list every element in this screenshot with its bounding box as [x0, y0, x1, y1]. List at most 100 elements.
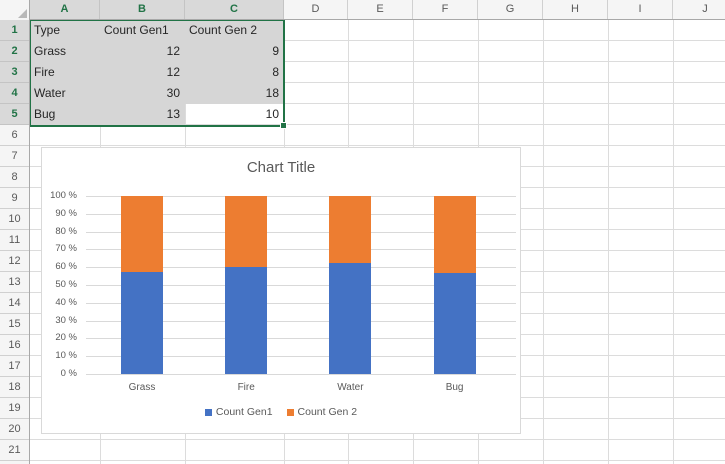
- bar-fire[interactable]: [225, 196, 268, 374]
- row-header-13[interactable]: 13: [0, 272, 29, 293]
- row-header-2[interactable]: 2: [0, 41, 29, 62]
- chart-gridline: [86, 320, 516, 322]
- x-axis-label-bug: Bug: [445, 382, 464, 393]
- row-header-17[interactable]: 17: [0, 356, 29, 377]
- chart-title[interactable]: Chart Title: [246, 159, 316, 176]
- x-axis-label-grass: Grass: [128, 382, 156, 393]
- y-tick-label: 30 %: [55, 314, 77, 326]
- selection-highlight: [30, 20, 284, 104]
- chart-legend: Count Gen1 Count Gen 2: [42, 406, 520, 418]
- legend-swatch-series1: [204, 408, 212, 416]
- y-tick-label: 20 %: [55, 332, 77, 344]
- bar-segment-water-series2[interactable]: [329, 196, 372, 263]
- column-header-g[interactable]: G: [478, 0, 543, 19]
- gridline-horizontal: [30, 40, 725, 41]
- cell-B4[interactable]: 30: [166, 86, 180, 100]
- bar-water[interactable]: [329, 196, 372, 374]
- chart-gridline: [86, 196, 516, 197]
- cell-A2[interactable]: Grass: [34, 44, 67, 58]
- cell-C3[interactable]: 8: [272, 65, 279, 79]
- chart-plot-area: [86, 196, 516, 375]
- y-tick-label: 0 %: [60, 368, 77, 379]
- legend-item-series2[interactable]: Count Gen 2: [286, 406, 357, 418]
- row-header-10[interactable]: 10: [0, 209, 29, 230]
- cell-C2[interactable]: 9: [272, 44, 279, 58]
- cell-B3[interactable]: 12: [166, 65, 180, 79]
- column-header-c[interactable]: C: [185, 0, 284, 19]
- gridline-horizontal: [30, 103, 725, 104]
- chart-gridline: [86, 374, 516, 375]
- gridline-horizontal: [30, 460, 725, 461]
- row-header-6[interactable]: 6: [0, 125, 29, 146]
- column-header-e[interactable]: E: [348, 0, 413, 19]
- y-tick-label: 60 %: [55, 261, 77, 273]
- column-header-j[interactable]: J: [673, 0, 725, 19]
- cell-C4[interactable]: 18: [265, 86, 279, 100]
- row-header-3[interactable]: 3: [0, 62, 29, 83]
- column-header-h[interactable]: H: [543, 0, 608, 19]
- gridline-horizontal: [30, 82, 725, 83]
- bar-segment-water-series1[interactable]: [329, 263, 372, 374]
- chart-gridline: [86, 267, 516, 269]
- cell-A3[interactable]: Fire: [34, 65, 55, 79]
- legend-item-series1[interactable]: Count Gen1: [204, 406, 273, 418]
- bar-segment-fire-series2[interactable]: [225, 196, 268, 267]
- select-all-corner[interactable]: [0, 0, 30, 20]
- legend-label-series1: Count Gen1: [215, 406, 273, 418]
- selection-fill-handle[interactable]: [280, 122, 287, 129]
- chart[interactable]: Chart Title 100 % 90 % 80 % 70 % 60 % 50 % 40 …: [41, 147, 521, 434]
- row-header-14[interactable]: 14: [0, 293, 29, 314]
- row-header-12[interactable]: 12: [0, 251, 29, 272]
- bar-segment-bug-series1[interactable]: [433, 273, 476, 374]
- gridline-horizontal: [30, 439, 725, 440]
- row-header-15[interactable]: 15: [0, 314, 29, 335]
- column-header-i[interactable]: I: [608, 0, 673, 19]
- row-header-7[interactable]: 7: [0, 146, 29, 167]
- gridline-vertical: [543, 20, 544, 464]
- cell-A1[interactable]: Type: [34, 23, 61, 37]
- bar-grass[interactable]: [121, 196, 163, 374]
- column-header-b[interactable]: B: [100, 0, 185, 19]
- chart-gridline: [86, 249, 516, 251]
- column-header-f[interactable]: F: [413, 0, 478, 19]
- column-header-a[interactable]: A: [30, 0, 100, 19]
- row-header-8[interactable]: 8: [0, 167, 29, 188]
- bar-segment-bug-series2[interactable]: [433, 196, 476, 273]
- row-header-5[interactable]: 5: [0, 104, 29, 125]
- cell-A4[interactable]: Water: [34, 86, 66, 100]
- cell-B5[interactable]: 13: [166, 107, 180, 121]
- row-header-18[interactable]: 18: [0, 377, 29, 398]
- legend-swatch-series2: [286, 408, 294, 416]
- bar-segment-grass-series1[interactable]: [121, 272, 163, 374]
- cell-A5[interactable]: Bug: [34, 107, 56, 121]
- bar-bug[interactable]: [433, 196, 476, 374]
- cell-C5[interactable]: 10: [265, 107, 279, 121]
- row-header-11[interactable]: 11: [0, 230, 29, 251]
- y-tick-label: 70 %: [55, 243, 77, 255]
- row-header-16[interactable]: 16: [0, 335, 29, 356]
- y-tick-label: 50 %: [55, 279, 77, 290]
- cell-B2[interactable]: 12: [166, 44, 180, 58]
- cell-C1[interactable]: Count Gen 2: [189, 23, 258, 37]
- y-tick-label: 90 %: [55, 207, 77, 219]
- y-tick-label: 100 %: [50, 190, 77, 201]
- x-axis-label-water: Water: [337, 382, 364, 393]
- row-header-column: 12345678910111213141516171819202122: [0, 20, 30, 464]
- row-header-19[interactable]: 19: [0, 398, 29, 419]
- chart-gridline: [86, 213, 516, 215]
- gridline-horizontal: [30, 61, 725, 62]
- column-header-d[interactable]: D: [284, 0, 348, 19]
- cell-B1[interactable]: Count Gen1: [104, 23, 169, 37]
- row-header-4[interactable]: 4: [0, 83, 29, 104]
- row-header-20[interactable]: 20: [0, 419, 29, 440]
- row-header-1[interactable]: 1: [0, 20, 29, 41]
- chart-gridline: [86, 231, 516, 233]
- y-tick-label: 80 %: [55, 225, 77, 237]
- bar-segment-grass-series2[interactable]: [121, 196, 163, 272]
- row-header-9[interactable]: 9: [0, 188, 29, 209]
- selection-highlight: [30, 104, 185, 125]
- y-tick-label: 10 %: [55, 350, 77, 362]
- row-header-21[interactable]: 21: [0, 440, 29, 461]
- bar-segment-fire-series1[interactable]: [225, 267, 268, 374]
